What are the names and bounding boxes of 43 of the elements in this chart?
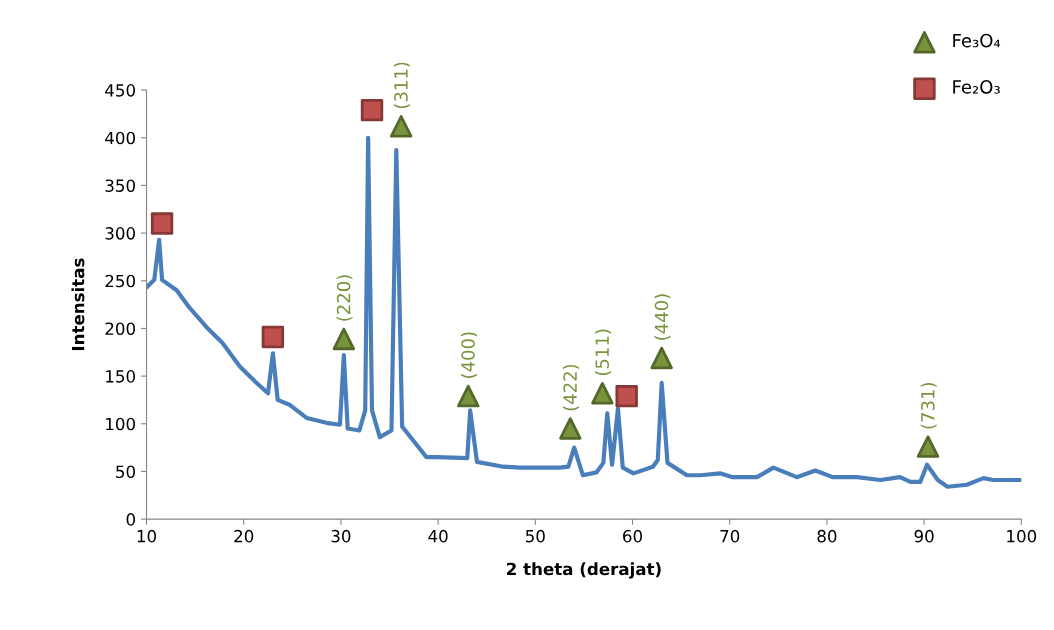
x-tick-label: 40 — [428, 529, 448, 543]
y-tick-label: 50 — [116, 465, 135, 479]
point — [559, 417, 582, 440]
x-tick-label: 30 — [331, 529, 351, 543]
y-tick-label: 450 — [105, 84, 135, 97]
point — [360, 98, 384, 122]
x-tick-label: 90 — [914, 529, 934, 543]
point — [457, 384, 480, 408]
annotation: (440) — [654, 294, 671, 340]
y-tick-label: 350 — [105, 179, 135, 192]
y-tick-label: 100 — [106, 417, 135, 431]
x-tick-label: 20 — [234, 529, 254, 543]
annotation: (422) — [562, 364, 580, 411]
point — [261, 325, 285, 349]
point — [150, 212, 174, 235]
annotation: (731) — [920, 383, 937, 429]
y-tick-label: 400 — [105, 131, 135, 145]
x-tick-label: 60 — [623, 529, 643, 543]
annotation: (511) — [595, 329, 612, 376]
annotation: (311) — [393, 62, 410, 109]
y-tick-label: 300 — [105, 227, 135, 240]
point — [916, 435, 940, 458]
x-axis-title: 2 theta (derajat) — [507, 562, 661, 579]
point — [650, 346, 673, 370]
legend-label: Fe₂O₃ — [953, 80, 1000, 94]
line-series — [146, 135, 1022, 489]
y-tick-label: 250 — [105, 274, 135, 288]
point — [615, 384, 638, 408]
point — [389, 115, 413, 138]
y-tick-label: 0 — [126, 513, 135, 526]
point — [591, 382, 614, 405]
x-tick-label: 50 — [526, 529, 545, 543]
point — [332, 327, 356, 351]
x-tick-label: 10 — [137, 529, 156, 543]
x-tick-label: 100 — [1007, 529, 1037, 543]
y-tick-label: 200 — [105, 322, 135, 336]
y-axis-title: Intensitas — [71, 258, 85, 351]
legend-label: Fe₃O₄ — [953, 33, 1001, 48]
annotation: (220) — [336, 275, 353, 321]
y-tick-label: 150 — [106, 370, 135, 383]
x-tick-label: 80 — [817, 529, 837, 543]
x-tick-label: 70 — [720, 529, 740, 543]
annotation: (400) — [460, 332, 477, 378]
